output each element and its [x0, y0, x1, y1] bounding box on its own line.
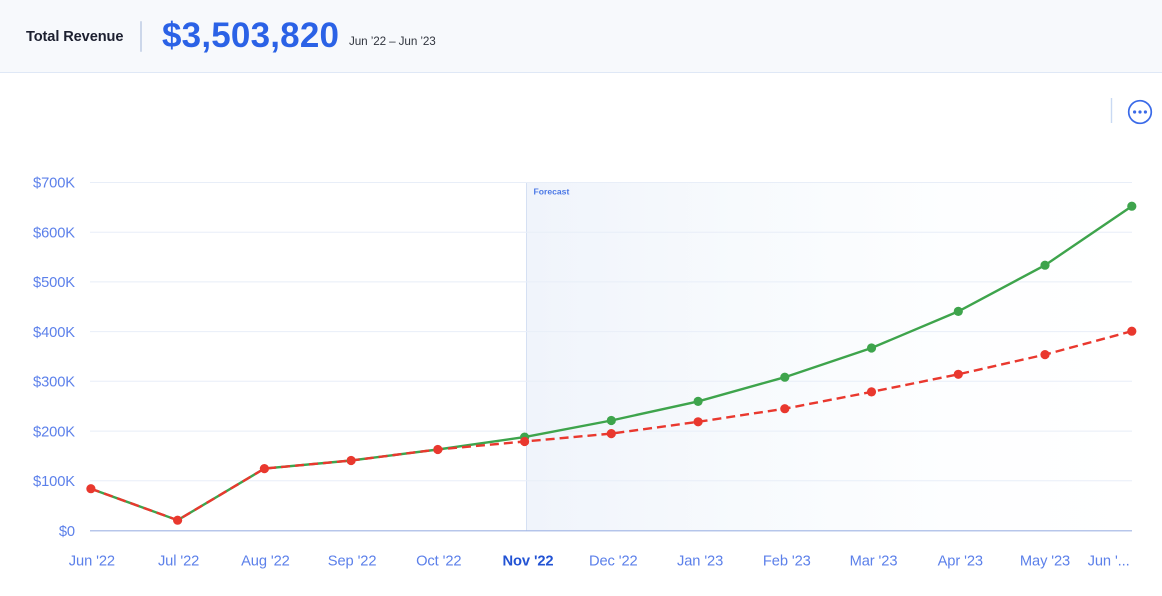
- svg-text:Feb '23: Feb '23: [763, 554, 811, 570]
- svg-text:Oct '22: Oct '22: [416, 554, 461, 570]
- svg-text:Jun '22: Jun '22: [69, 554, 115, 570]
- svg-text:$200K: $200K: [33, 424, 75, 440]
- svg-text:Apr '23: Apr '23: [938, 554, 983, 570]
- svg-text:Aug '22: Aug '22: [241, 554, 290, 570]
- svg-text:$600K: $600K: [33, 225, 75, 241]
- svg-text:$300K: $300K: [33, 375, 75, 391]
- svg-text:May '23: May '23: [1020, 554, 1070, 570]
- svg-text:$100K: $100K: [33, 474, 75, 490]
- svg-text:$700K: $700K: [33, 176, 75, 192]
- svg-text:Forecast: Forecast: [534, 186, 570, 196]
- svg-text:Jun '...: Jun '...: [1088, 554, 1130, 570]
- svg-text:Mar '23: Mar '23: [850, 554, 898, 570]
- svg-text:$400K: $400K: [33, 325, 75, 341]
- svg-text:$500K: $500K: [33, 275, 75, 291]
- svg-text:Jul '22: Jul '22: [158, 554, 199, 570]
- svg-text:Nov '22: Nov '22: [503, 554, 554, 570]
- svg-text:Sep '22: Sep '22: [328, 554, 377, 570]
- svg-text:$0: $0: [59, 524, 75, 540]
- svg-text:Dec '22: Dec '22: [589, 554, 638, 570]
- svg-text:Jan '23: Jan '23: [677, 554, 723, 570]
